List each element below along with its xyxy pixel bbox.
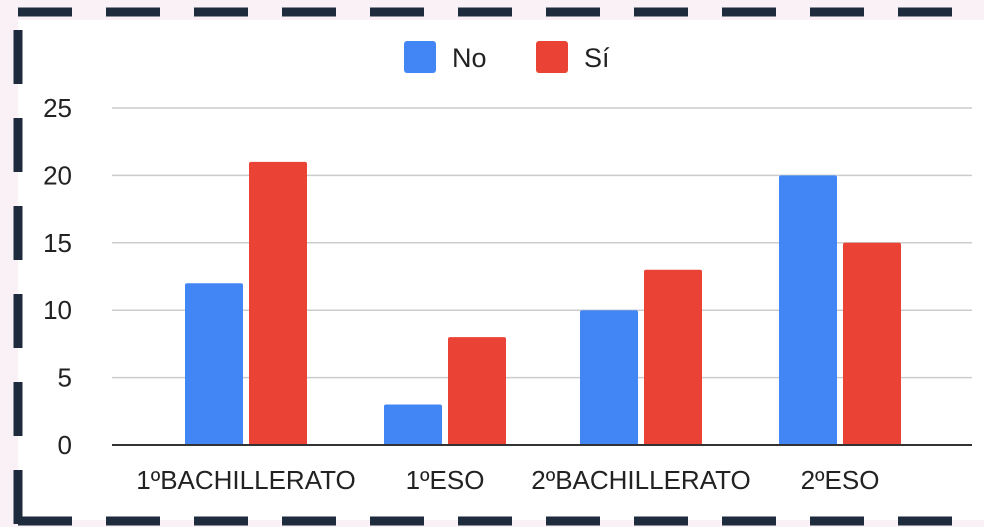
x-tick-label-4: 2ºESO [801, 465, 880, 495]
x-tick-label-3: 2ºBACHILLERATO [531, 465, 751, 495]
y-tick-label-15: 15 [43, 228, 72, 258]
legend-swatch-2 [536, 41, 568, 73]
legend-swatch-1 [404, 41, 436, 73]
legend-label-1: No [452, 43, 487, 73]
y-tick-label-10: 10 [43, 295, 72, 325]
bar-s-1 [249, 161, 307, 446]
bar-no-1 [185, 283, 243, 445]
legend-label-2: Sí [584, 43, 610, 73]
bar-s-4 [843, 242, 901, 445]
axes: 0 5 10 15 20 25 1ºBACHILLERATO 1ºESO 2ºBACHILLER… [43, 93, 972, 495]
bar-s-2 [448, 337, 506, 445]
y-tick-label-5: 5 [58, 363, 72, 393]
x-tick-label-2: 1ºESO [406, 465, 485, 495]
x-tick-label-1: 1ºBACHILLERATO [136, 465, 356, 495]
bars [185, 161, 901, 446]
y-tick-label-20: 20 [43, 160, 72, 190]
y-tick-label-0: 0 [58, 430, 72, 460]
bar-no-4 [779, 175, 837, 445]
legend: No Sí [404, 41, 610, 73]
bar-s-3 [644, 269, 702, 445]
bar-no-2 [384, 404, 442, 445]
y-tick-label-25: 25 [43, 93, 72, 123]
bar-no-3 [580, 310, 638, 445]
